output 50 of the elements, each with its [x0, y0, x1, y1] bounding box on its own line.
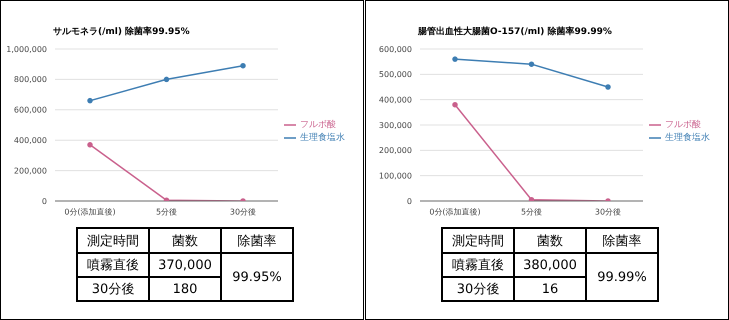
text: 380,000: [514, 253, 586, 277]
y-tick-label: 500,000: [378, 70, 412, 80]
y-tick-label: 600,000: [378, 44, 412, 54]
legend-label: 生理食塩水: [665, 133, 710, 143]
point: [452, 56, 458, 62]
y-tick-label: 100,000: [378, 172, 412, 181]
legend-label: フルボ酸: [665, 120, 701, 130]
chart-title: 腸管出血性大腸菌O-157(/ml) 除菌率99.99%: [418, 25, 612, 38]
x-tick-label: 30分後: [594, 208, 622, 217]
text: 除菌率: [586, 228, 658, 253]
text: 噴霧直後: [77, 253, 149, 277]
y-tick-label: 200,000: [14, 166, 47, 176]
point: [528, 61, 534, 67]
chart-title: サルモネラ(/ml) 除菌率99.95%: [53, 25, 190, 38]
point: [452, 102, 458, 108]
point: [240, 62, 246, 68]
y-tick-label: 600,000: [14, 106, 47, 115]
point: [528, 196, 534, 201]
text: 99.95%: [221, 253, 293, 301]
x-tick-label: 0分(添加直後): [64, 208, 116, 217]
text: 30分後: [77, 277, 149, 301]
text: 99.99%: [586, 253, 658, 301]
y-tick-label: 0: [406, 196, 412, 206]
y-tick-label: 800,000: [14, 75, 47, 84]
y-tick-label: 1,000,000: [6, 44, 47, 54]
text: 180: [149, 277, 221, 301]
x-tick-label: 0分(添加直後): [429, 208, 481, 217]
legend-label: 生理食塩水: [300, 133, 345, 143]
point: [87, 98, 93, 104]
point: [164, 76, 170, 82]
text: 噴霧直後: [442, 253, 514, 277]
y-tick-label: 0: [42, 196, 47, 206]
text: 測定時間: [77, 228, 149, 253]
x-tick-label: 30分後: [230, 208, 256, 217]
text: 370,000: [149, 253, 221, 277]
text: 除菌率: [221, 228, 293, 253]
y-tick-label: 300,000: [378, 120, 412, 130]
legend-label: フルボ酸: [300, 120, 336, 130]
text: 測定時間: [442, 228, 514, 253]
y-tick-label: 400,000: [14, 136, 47, 146]
point: [87, 142, 93, 148]
point: [605, 84, 611, 90]
text: 菌数: [514, 228, 586, 253]
y-tick-label: 200,000: [378, 146, 412, 156]
text: 菌数: [149, 228, 221, 253]
x-tick-label: 5分後: [520, 208, 542, 217]
x-tick-label: 5分後: [156, 208, 178, 217]
text: 16: [514, 277, 586, 301]
text: 30分後: [442, 277, 514, 301]
y-tick-label: 400,000: [378, 96, 412, 105]
